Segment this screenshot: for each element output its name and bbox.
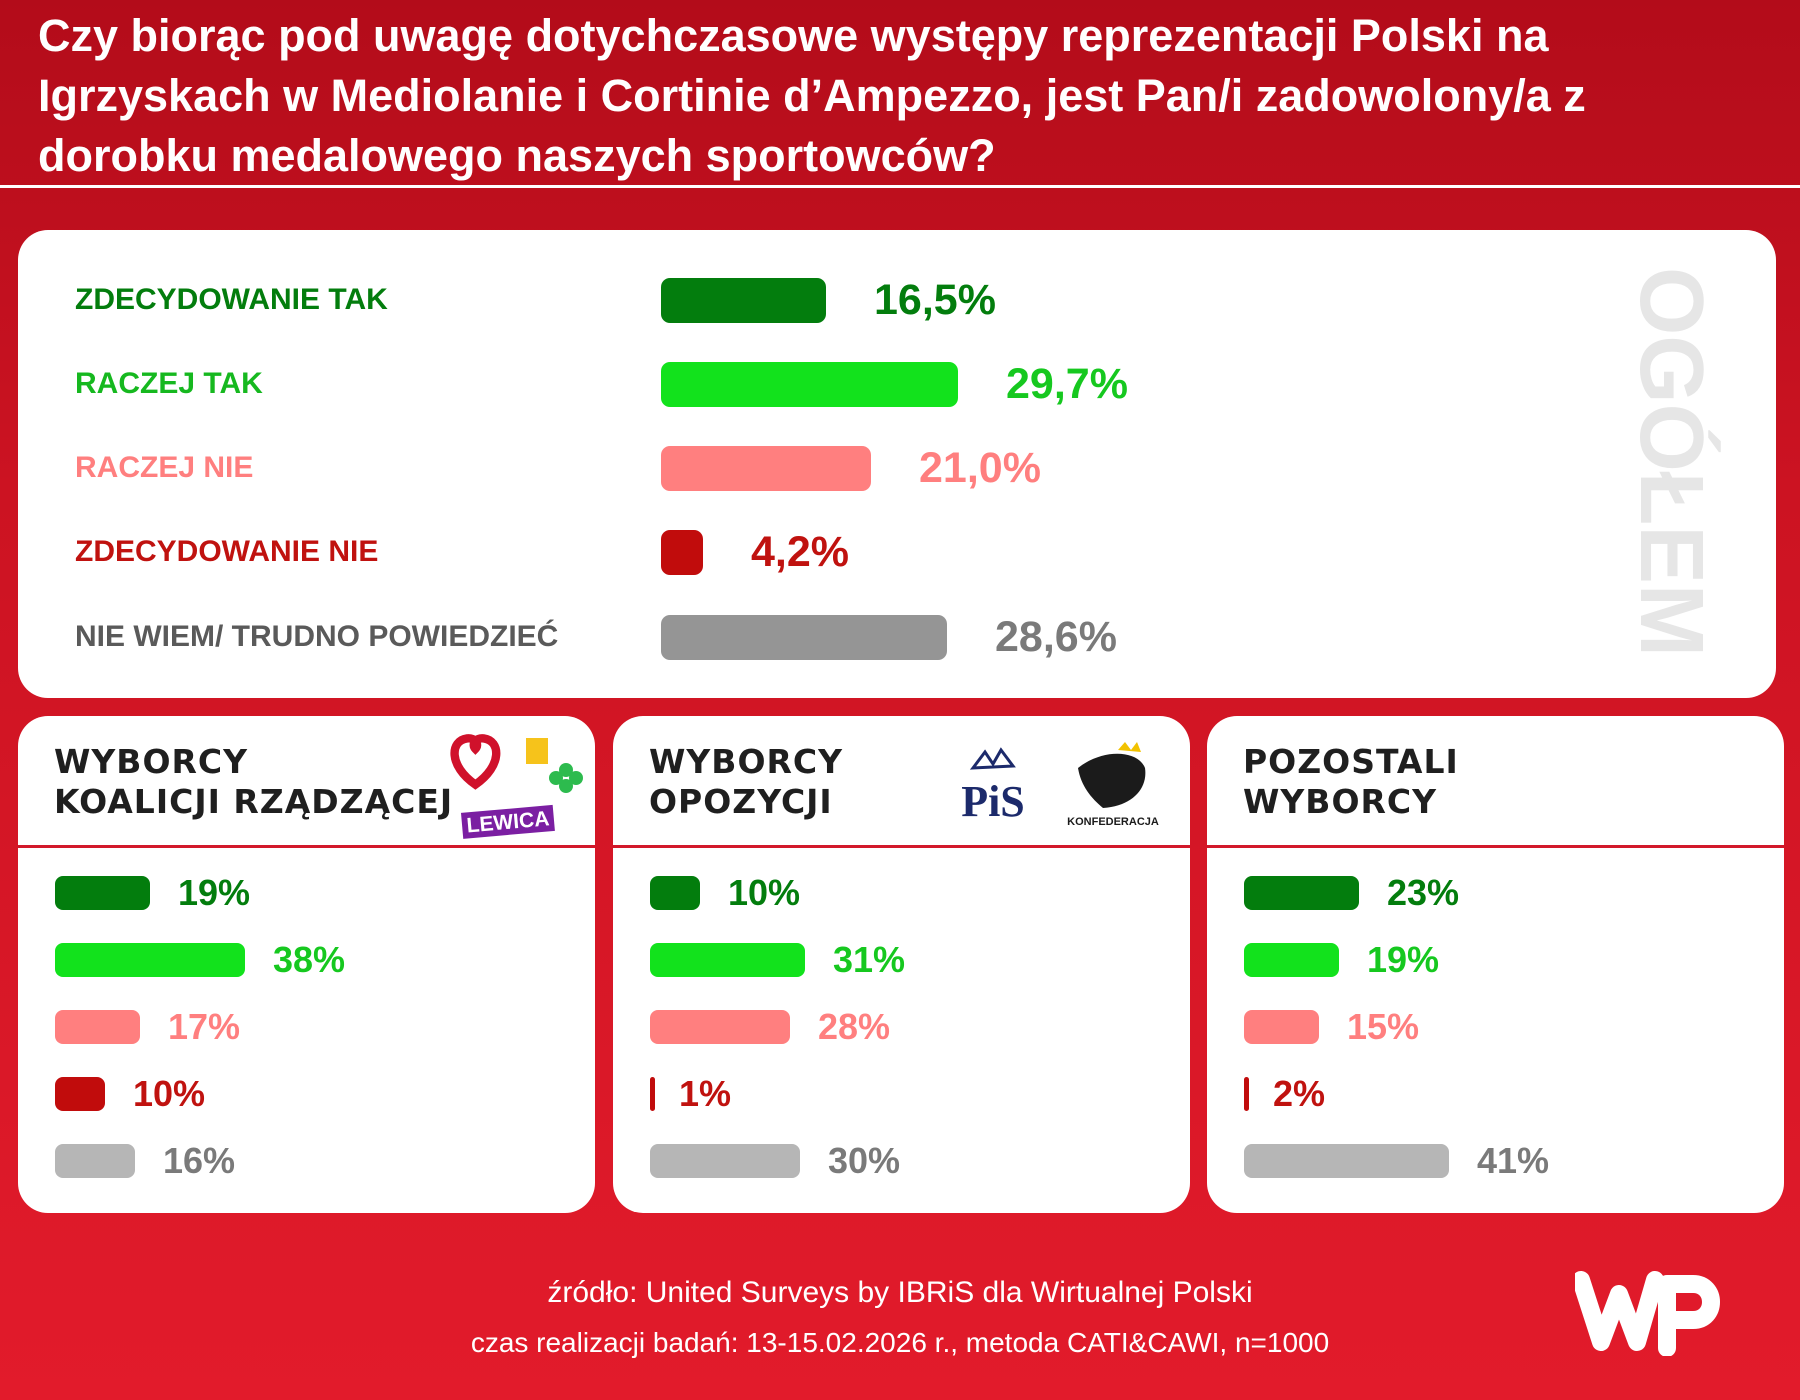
source-note: źródło: United Surveys by IBRiS dla Wirt… (547, 1276, 1253, 1309)
group-value-label: 2% (1273, 1073, 1326, 1114)
group-value-label: 23% (1387, 872, 1460, 913)
clover-logo-icon (549, 763, 583, 793)
group-bar (650, 1010, 790, 1044)
overall-bar (661, 615, 947, 660)
group-bar (650, 943, 805, 977)
group-value-label: 16% (163, 1140, 236, 1181)
overall-chart-card: OGÓŁEM ZDECYDOWANIE TAK 16,5% RACZEJ TAK 29… (18, 230, 1776, 698)
group-bar (650, 1077, 655, 1111)
answer-label: RACZEJ TAK (75, 367, 263, 400)
overall-value-label: 21,0% (919, 444, 1041, 492)
page-title: Czy biorąc pod uwagę dotychczasowe wystę… (38, 10, 1586, 181)
group-value-label: 38% (273, 939, 346, 980)
group-bar (55, 1144, 135, 1178)
header: Czy biorąc pod uwagę dotychczasowe wystę… (0, 0, 1800, 188)
other-title-line-1: POZOSTALI (1243, 742, 1459, 781)
overall-value-label: 16,5% (874, 276, 996, 324)
overall-value-label: 4,2% (751, 528, 850, 576)
opposition-title-line-2: OPOZYCJI (649, 782, 833, 821)
overall-bar (661, 278, 826, 323)
other-title-line-2: WYBORCY (1243, 782, 1438, 821)
group-bar (55, 876, 150, 910)
coalition-party-logos: LEWICA (450, 734, 583, 839)
group-value-label: 19% (1367, 939, 1440, 980)
group-value-label: 10% (728, 872, 801, 913)
group-value-label: 15% (1347, 1006, 1420, 1047)
group-bar (650, 876, 700, 910)
group-value-label: 30% (828, 1140, 901, 1181)
group-value-label: 31% (833, 939, 906, 980)
group-bar (55, 1077, 105, 1111)
answer-label: NIE WIEM/ TRUDNO POWIEDZIEĆ (75, 620, 559, 653)
group-bar (1244, 943, 1339, 977)
opposition-voters-card: WYBORCY OPOZYCJI PiS KONFEDERACJA 10% 31%… (613, 716, 1190, 1213)
overall-value-label: 29,7% (1006, 360, 1128, 408)
survey-details: czas realizacji badań: 13-15.02.2026 r.,… (470, 1327, 1330, 1358)
other-voters-header: POZOSTALI WYBORCY (1207, 716, 1784, 848)
answer-label: ZDECYDOWANIE TAK (75, 283, 388, 316)
group-bar (1244, 876, 1359, 910)
opposition-voters-title: WYBORCY OPOZYCJI (649, 742, 843, 822)
group-value-label: 1% (679, 1073, 732, 1114)
overall-bar (661, 362, 958, 407)
answer-label: RACZEJ NIE (75, 451, 254, 484)
group-value-label: 41% (1477, 1140, 1550, 1181)
svg-text:KONFEDERACJA: KONFEDERACJA (1067, 816, 1159, 828)
konfederacja-logo: KONFEDERACJA (1067, 742, 1159, 828)
other-voters-title: POZOSTALI WYBORCY (1243, 742, 1459, 822)
group-bar (1244, 1010, 1319, 1044)
overall-side-label: OGÓŁEM (1621, 262, 1721, 662)
answer-label: ZDECYDOWANIE NIE (75, 535, 379, 568)
opposition-voters-header: WYBORCY OPOZYCJI PiS KONFEDERACJA (613, 716, 1190, 848)
group-bar (55, 943, 245, 977)
opposition-title-line-1: WYBORCY (649, 742, 844, 781)
other-voters-card: POZOSTALI WYBORCY 23% 19% 15% 2% 41% (1207, 716, 1784, 1213)
overall-bar (661, 530, 703, 575)
group-bar (1244, 1077, 1249, 1111)
pis-logo: PiS (961, 747, 1025, 826)
group-value-label: 19% (178, 872, 251, 913)
coalition-title-line-1: WYBORCY (54, 742, 249, 781)
overall-bar (661, 446, 871, 491)
group-bar (1244, 1144, 1449, 1178)
wp-logo (1575, 1271, 1720, 1356)
coalition-voters-card: WYBORCY KOALICJI RZĄDZĄCEJ LEWICA 19% 38%… (18, 716, 595, 1213)
coalition-voters-header: WYBORCY KOALICJI RZĄDZĄCEJ LEWICA (18, 716, 595, 848)
side-label-text: OGÓŁEM (1621, 267, 1721, 657)
group-value-label: 10% (133, 1073, 206, 1114)
group-bar (650, 1144, 800, 1178)
coalition-voters-title: WYBORCY KOALICJI RZĄDZĄCEJ (54, 742, 453, 822)
group-bar (55, 1010, 140, 1044)
overall-value-label: 28,6% (995, 613, 1117, 661)
eagle-crown-icon (969, 747, 1016, 770)
heart-logo-icon (450, 734, 501, 790)
polska2050-logo-icon (526, 738, 548, 764)
group-value-label: 28% (818, 1006, 891, 1047)
svg-text:PiS: PiS (961, 777, 1025, 826)
group-value-label: 17% (168, 1006, 241, 1047)
coalition-title-line-2: KOALICJI RZĄDZĄCEJ (54, 782, 454, 821)
eagle-icon (1078, 753, 1146, 808)
